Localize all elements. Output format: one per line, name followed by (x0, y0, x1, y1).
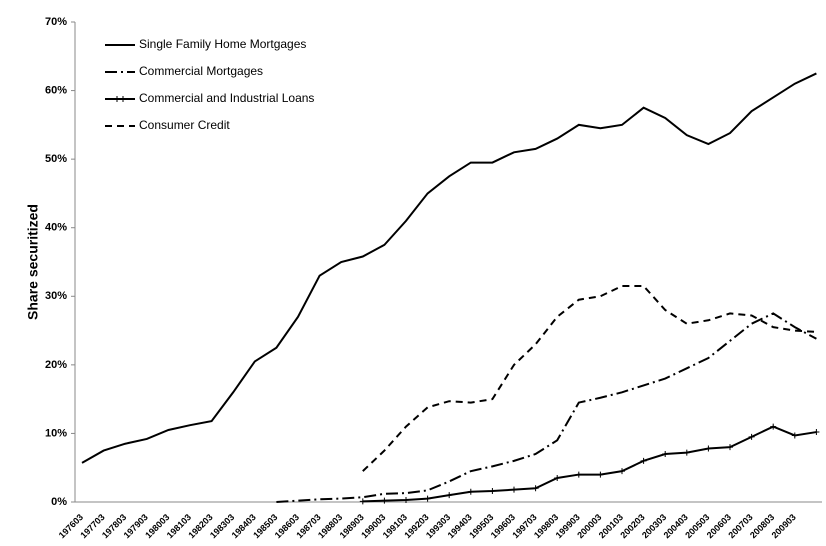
y-tick-label: 10% (45, 427, 67, 439)
x-tick-label: 200903 (770, 512, 798, 540)
y-axis-label: Share securitized (25, 204, 41, 320)
y-tick-label: 70% (45, 16, 67, 28)
point-marker (446, 492, 453, 499)
y-tick-label: 60% (45, 84, 67, 96)
point-marker (575, 471, 582, 478)
point-marker (640, 457, 647, 464)
legend-label: Commercial Mortgages (139, 64, 263, 78)
point-marker (683, 449, 690, 456)
y-tick-label: 30% (45, 290, 67, 302)
y-tick-label: 40% (45, 222, 67, 234)
series-line (81, 72, 817, 464)
y-tick-label: 0% (51, 496, 67, 508)
point-marker (424, 495, 431, 502)
point-marker (597, 471, 604, 478)
point-marker (791, 432, 798, 439)
point-marker (511, 486, 517, 493)
point-marker (532, 485, 539, 492)
point-marker (554, 475, 561, 481)
point-marker (813, 429, 820, 436)
series-line (362, 285, 817, 472)
y-tick-label: 20% (45, 359, 67, 371)
point-marker (381, 497, 388, 504)
point-marker (467, 488, 474, 495)
point-marker (489, 488, 496, 495)
series-line (362, 425, 817, 503)
point-marker (662, 451, 669, 457)
legend-label: Consumer Credit (139, 118, 230, 132)
point-marker (748, 433, 755, 440)
point-marker (705, 445, 712, 452)
point-marker (359, 498, 366, 505)
legend-label: Commercial and Industrial Loans (139, 91, 314, 105)
point-marker (403, 496, 409, 503)
point-marker (619, 468, 625, 475)
point-marker (770, 423, 777, 430)
legend-label: Single Family Home Mortgages (139, 37, 306, 51)
point-marker (727, 444, 733, 451)
series-line (276, 312, 817, 503)
legend-marker (116, 96, 124, 102)
y-tick-label: 50% (45, 153, 67, 165)
